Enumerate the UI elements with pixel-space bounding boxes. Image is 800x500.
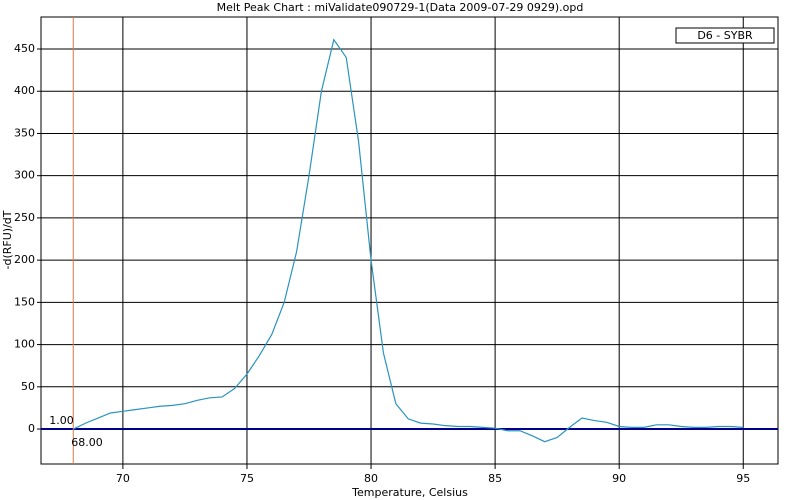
y-tick-label: 350 <box>14 126 35 139</box>
y-tick-label: 400 <box>14 84 35 97</box>
y-tick-label: 100 <box>14 338 35 351</box>
y-tick-label: 0 <box>28 422 35 435</box>
y-tick-label: 450 <box>14 42 35 55</box>
plot-area <box>40 16 779 465</box>
x-tick-label: 75 <box>240 472 254 485</box>
x-tick-label: 80 <box>364 472 378 485</box>
chart-title: Melt Peak Chart : miValidate090729-1(Dat… <box>217 1 584 14</box>
data-line <box>73 38 744 443</box>
legend-label: D6 - SYBR <box>697 29 753 42</box>
x-tick-label: 85 <box>488 472 502 485</box>
y-axis-label: -d(RFU)/dT <box>1 210 14 269</box>
y-tick-label: 200 <box>14 253 35 266</box>
annotation: 68.00 <box>71 436 103 449</box>
y-tick-label: 300 <box>14 169 35 182</box>
y-tick-label: 150 <box>14 295 35 308</box>
annotation: 1.00 <box>49 414 74 427</box>
y-tick-label: 50 <box>21 380 35 393</box>
x-tick-label: 95 <box>736 472 750 485</box>
x-tick-label: 90 <box>612 472 626 485</box>
legend-box <box>675 27 775 44</box>
x-axis-label: Temperature, Celsius <box>351 486 468 499</box>
y-tick-label: 250 <box>14 211 35 224</box>
x-tick-label: 70 <box>116 472 130 485</box>
